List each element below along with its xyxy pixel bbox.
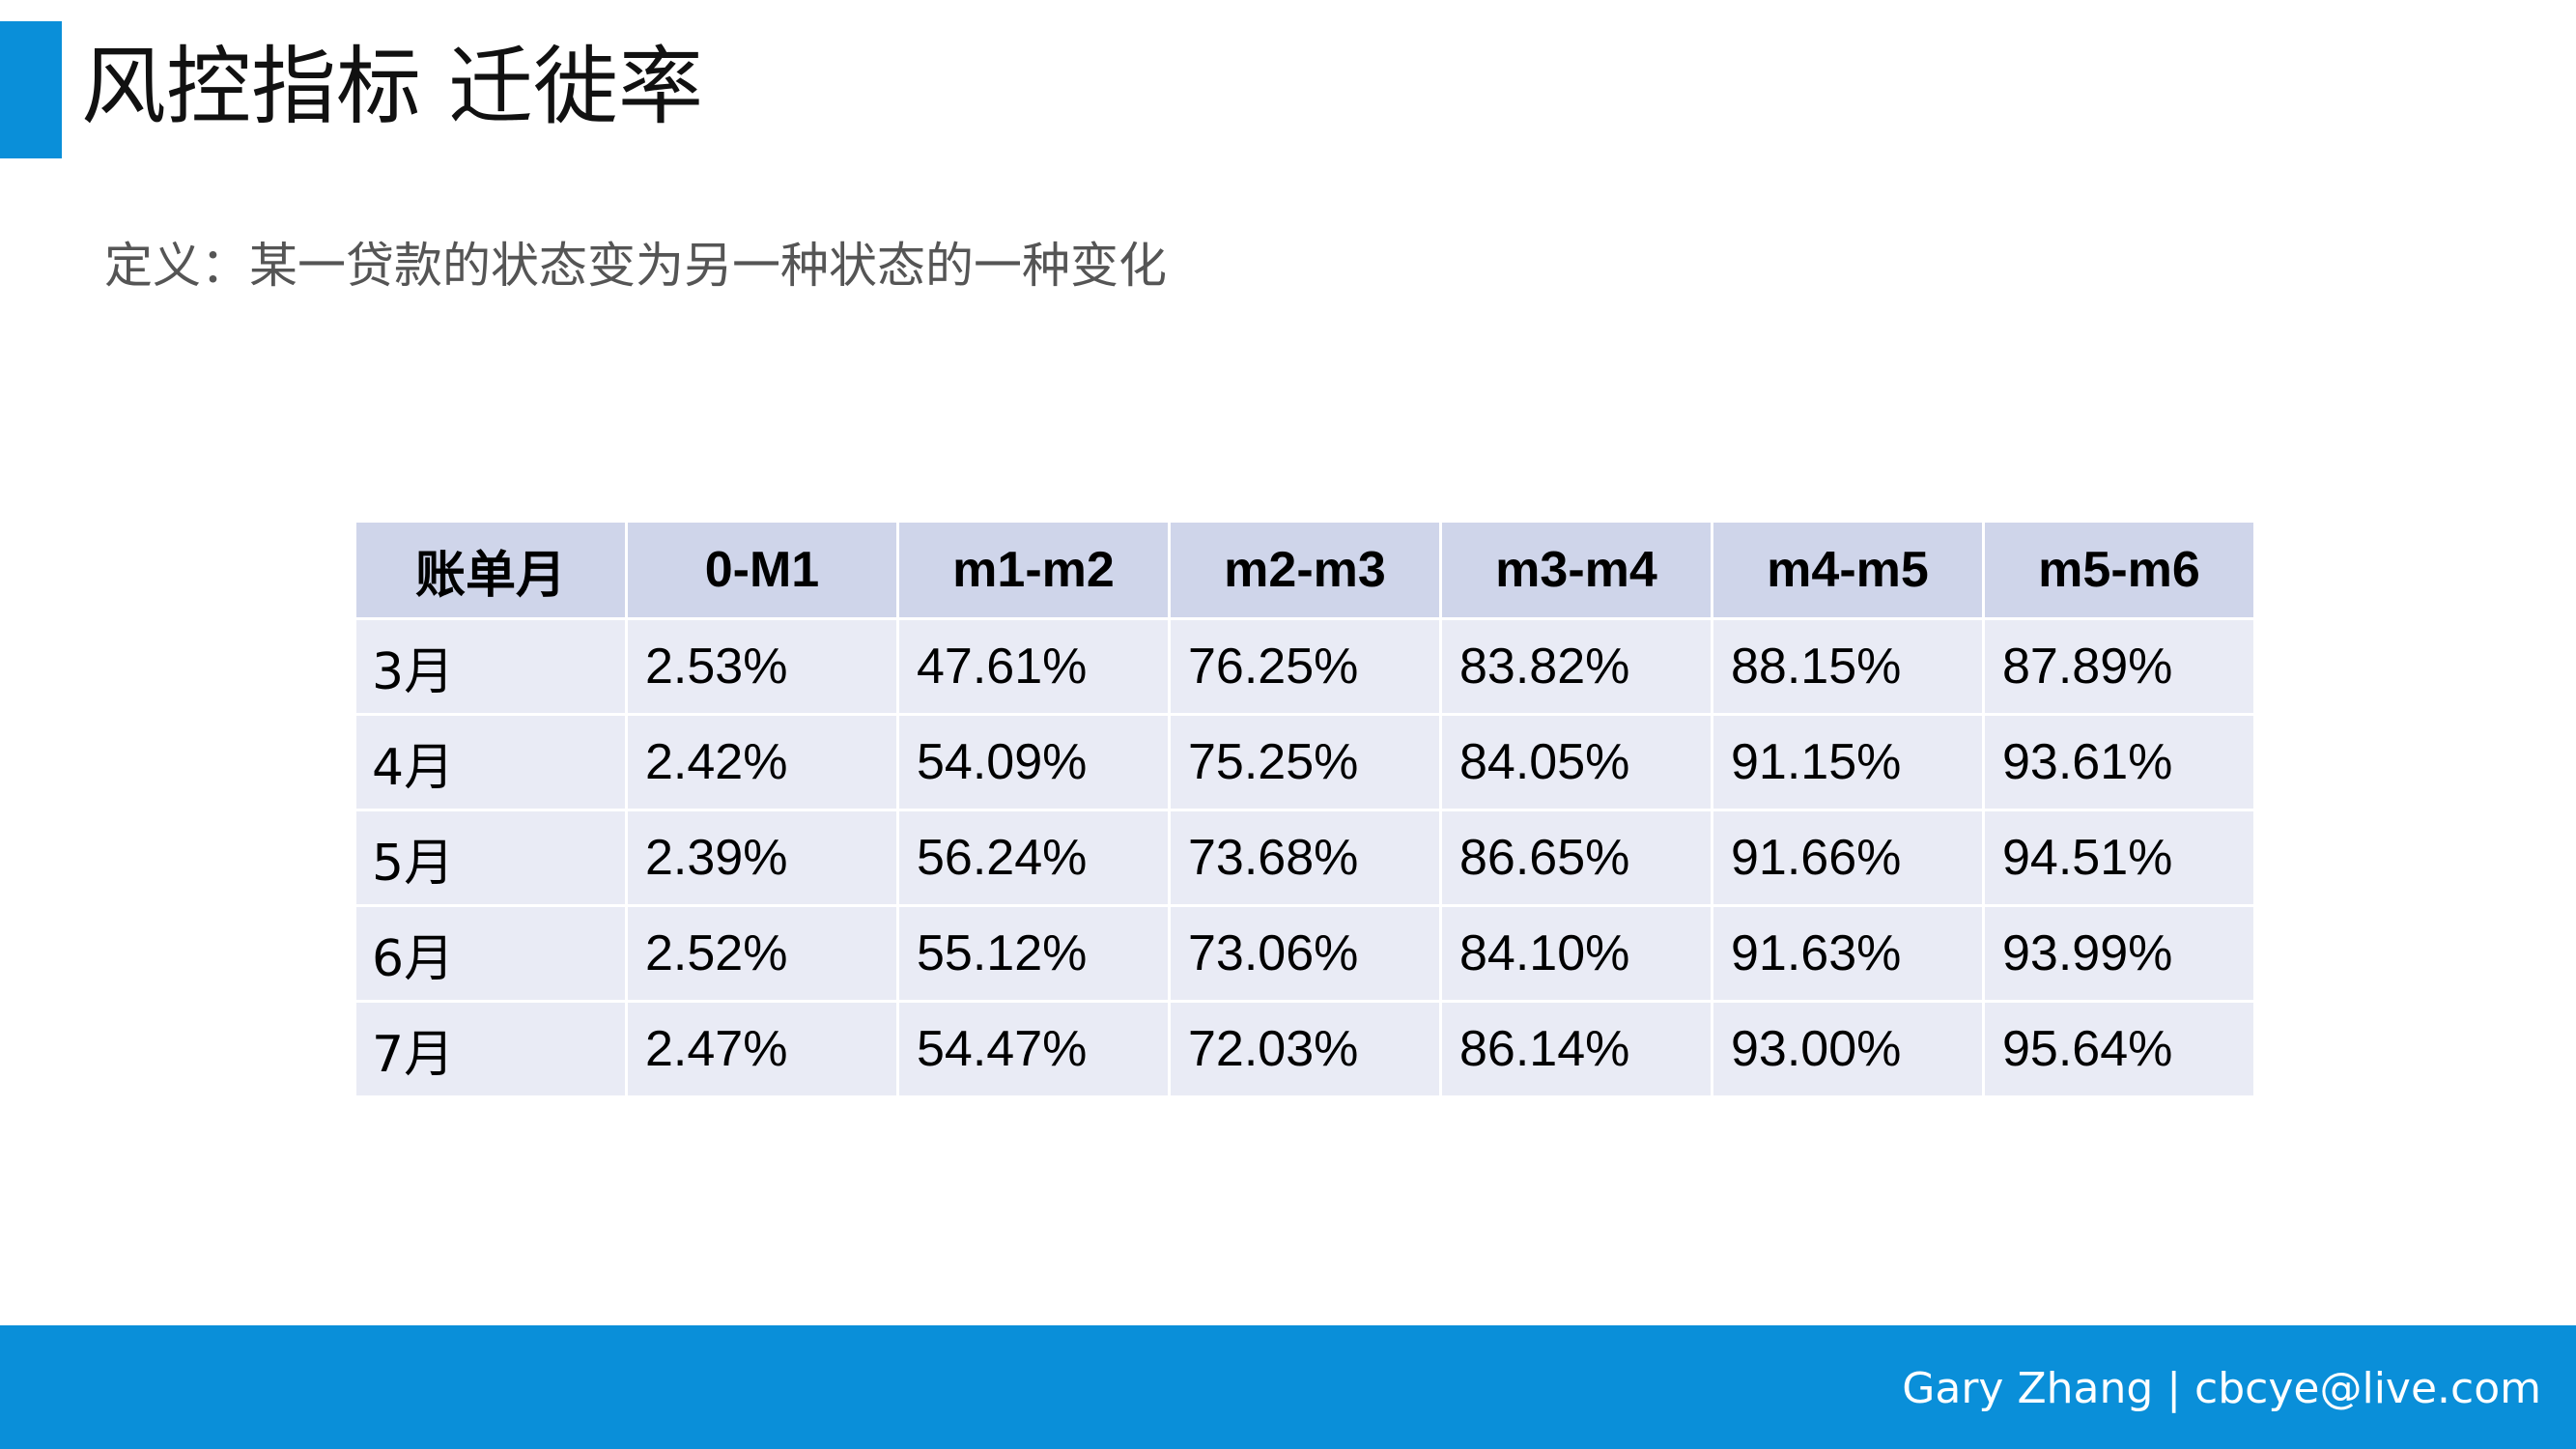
table-cell: 2.47% (628, 1003, 896, 1095)
table-cell: 83.82% (1442, 620, 1711, 713)
definition-text: 定义：某一贷款的状态变为另一种状态的一种变化 (104, 238, 1167, 294)
table-cell: 91.63% (1713, 907, 1982, 1000)
table-cell: 54.09% (899, 716, 1168, 809)
title-accent-bar (0, 21, 62, 158)
table-cell: 91.66% (1713, 811, 1982, 904)
migration-rate-table: 账单月 0-M1 m1-m2 m2-m3 m3-m4 m4-m5 m5-m6 3… (354, 520, 2256, 1098)
table-cell: 76.25% (1171, 620, 1439, 713)
table-cell: 93.00% (1713, 1003, 1982, 1095)
table-row: 3月 2.53% 47.61% 76.25% 83.82% 88.15% 87.… (356, 620, 2253, 713)
table-cell-month: 3月 (356, 620, 625, 713)
table-row: 4月 2.42% 54.09% 75.25% 84.05% 91.15% 93.… (356, 716, 2253, 809)
column-header-m5-m6: m5-m6 (1985, 523, 2253, 617)
table-row: 6月 2.52% 55.12% 73.06% 84.10% 91.63% 93.… (356, 907, 2253, 1000)
table-cell: 93.99% (1985, 907, 2253, 1000)
table-cell: 94.51% (1985, 811, 2253, 904)
table-cell: 2.42% (628, 716, 896, 809)
table-header-row: 账单月 0-M1 m1-m2 m2-m3 m3-m4 m4-m5 m5-m6 (356, 523, 2253, 617)
table-cell: 84.10% (1442, 907, 1711, 1000)
table-row: 7月 2.47% 54.47% 72.03% 86.14% 93.00% 95.… (356, 1003, 2253, 1095)
table-cell: 86.14% (1442, 1003, 1711, 1095)
table-cell-month: 7月 (356, 1003, 625, 1095)
table-cell: 73.06% (1171, 907, 1439, 1000)
column-header-bill-month: 账单月 (356, 523, 625, 617)
table-cell: 93.61% (1985, 716, 2253, 809)
table-cell: 87.89% (1985, 620, 2253, 713)
footer-author-contact: Gary Zhang | cbcye@live.com (1902, 1364, 2541, 1413)
slide-title: 风控指标 迁徙率 (81, 37, 703, 136)
table-cell: 95.64% (1985, 1003, 2253, 1095)
table-cell: 2.39% (628, 811, 896, 904)
table-cell-month: 6月 (356, 907, 625, 1000)
table-row: 5月 2.39% 56.24% 73.68% 86.65% 91.66% 94.… (356, 811, 2253, 904)
column-header-m3-m4: m3-m4 (1442, 523, 1711, 617)
footer-bar: Gary Zhang | cbcye@live.com (0, 1325, 2576, 1449)
table-cell: 73.68% (1171, 811, 1439, 904)
table-cell: 47.61% (899, 620, 1168, 713)
table-cell: 91.15% (1713, 716, 1982, 809)
table-cell: 55.12% (899, 907, 1168, 1000)
table-cell: 54.47% (899, 1003, 1168, 1095)
column-header-m2-m3: m2-m3 (1171, 523, 1439, 617)
table-cell: 75.25% (1171, 716, 1439, 809)
table-cell: 88.15% (1713, 620, 1982, 713)
table-cell: 86.65% (1442, 811, 1711, 904)
table-cell: 56.24% (899, 811, 1168, 904)
table-cell: 2.52% (628, 907, 896, 1000)
column-header-0-m1: 0-M1 (628, 523, 896, 617)
column-header-m1-m2: m1-m2 (899, 523, 1168, 617)
column-header-m4-m5: m4-m5 (1713, 523, 1982, 617)
table-cell-month: 5月 (356, 811, 625, 904)
table-cell-month: 4月 (356, 716, 625, 809)
table-cell: 84.05% (1442, 716, 1711, 809)
table-cell: 2.53% (628, 620, 896, 713)
table-cell: 72.03% (1171, 1003, 1439, 1095)
migration-rate-table-container: 账单月 0-M1 m1-m2 m2-m3 m3-m4 m4-m5 m5-m6 3… (354, 520, 2256, 1098)
